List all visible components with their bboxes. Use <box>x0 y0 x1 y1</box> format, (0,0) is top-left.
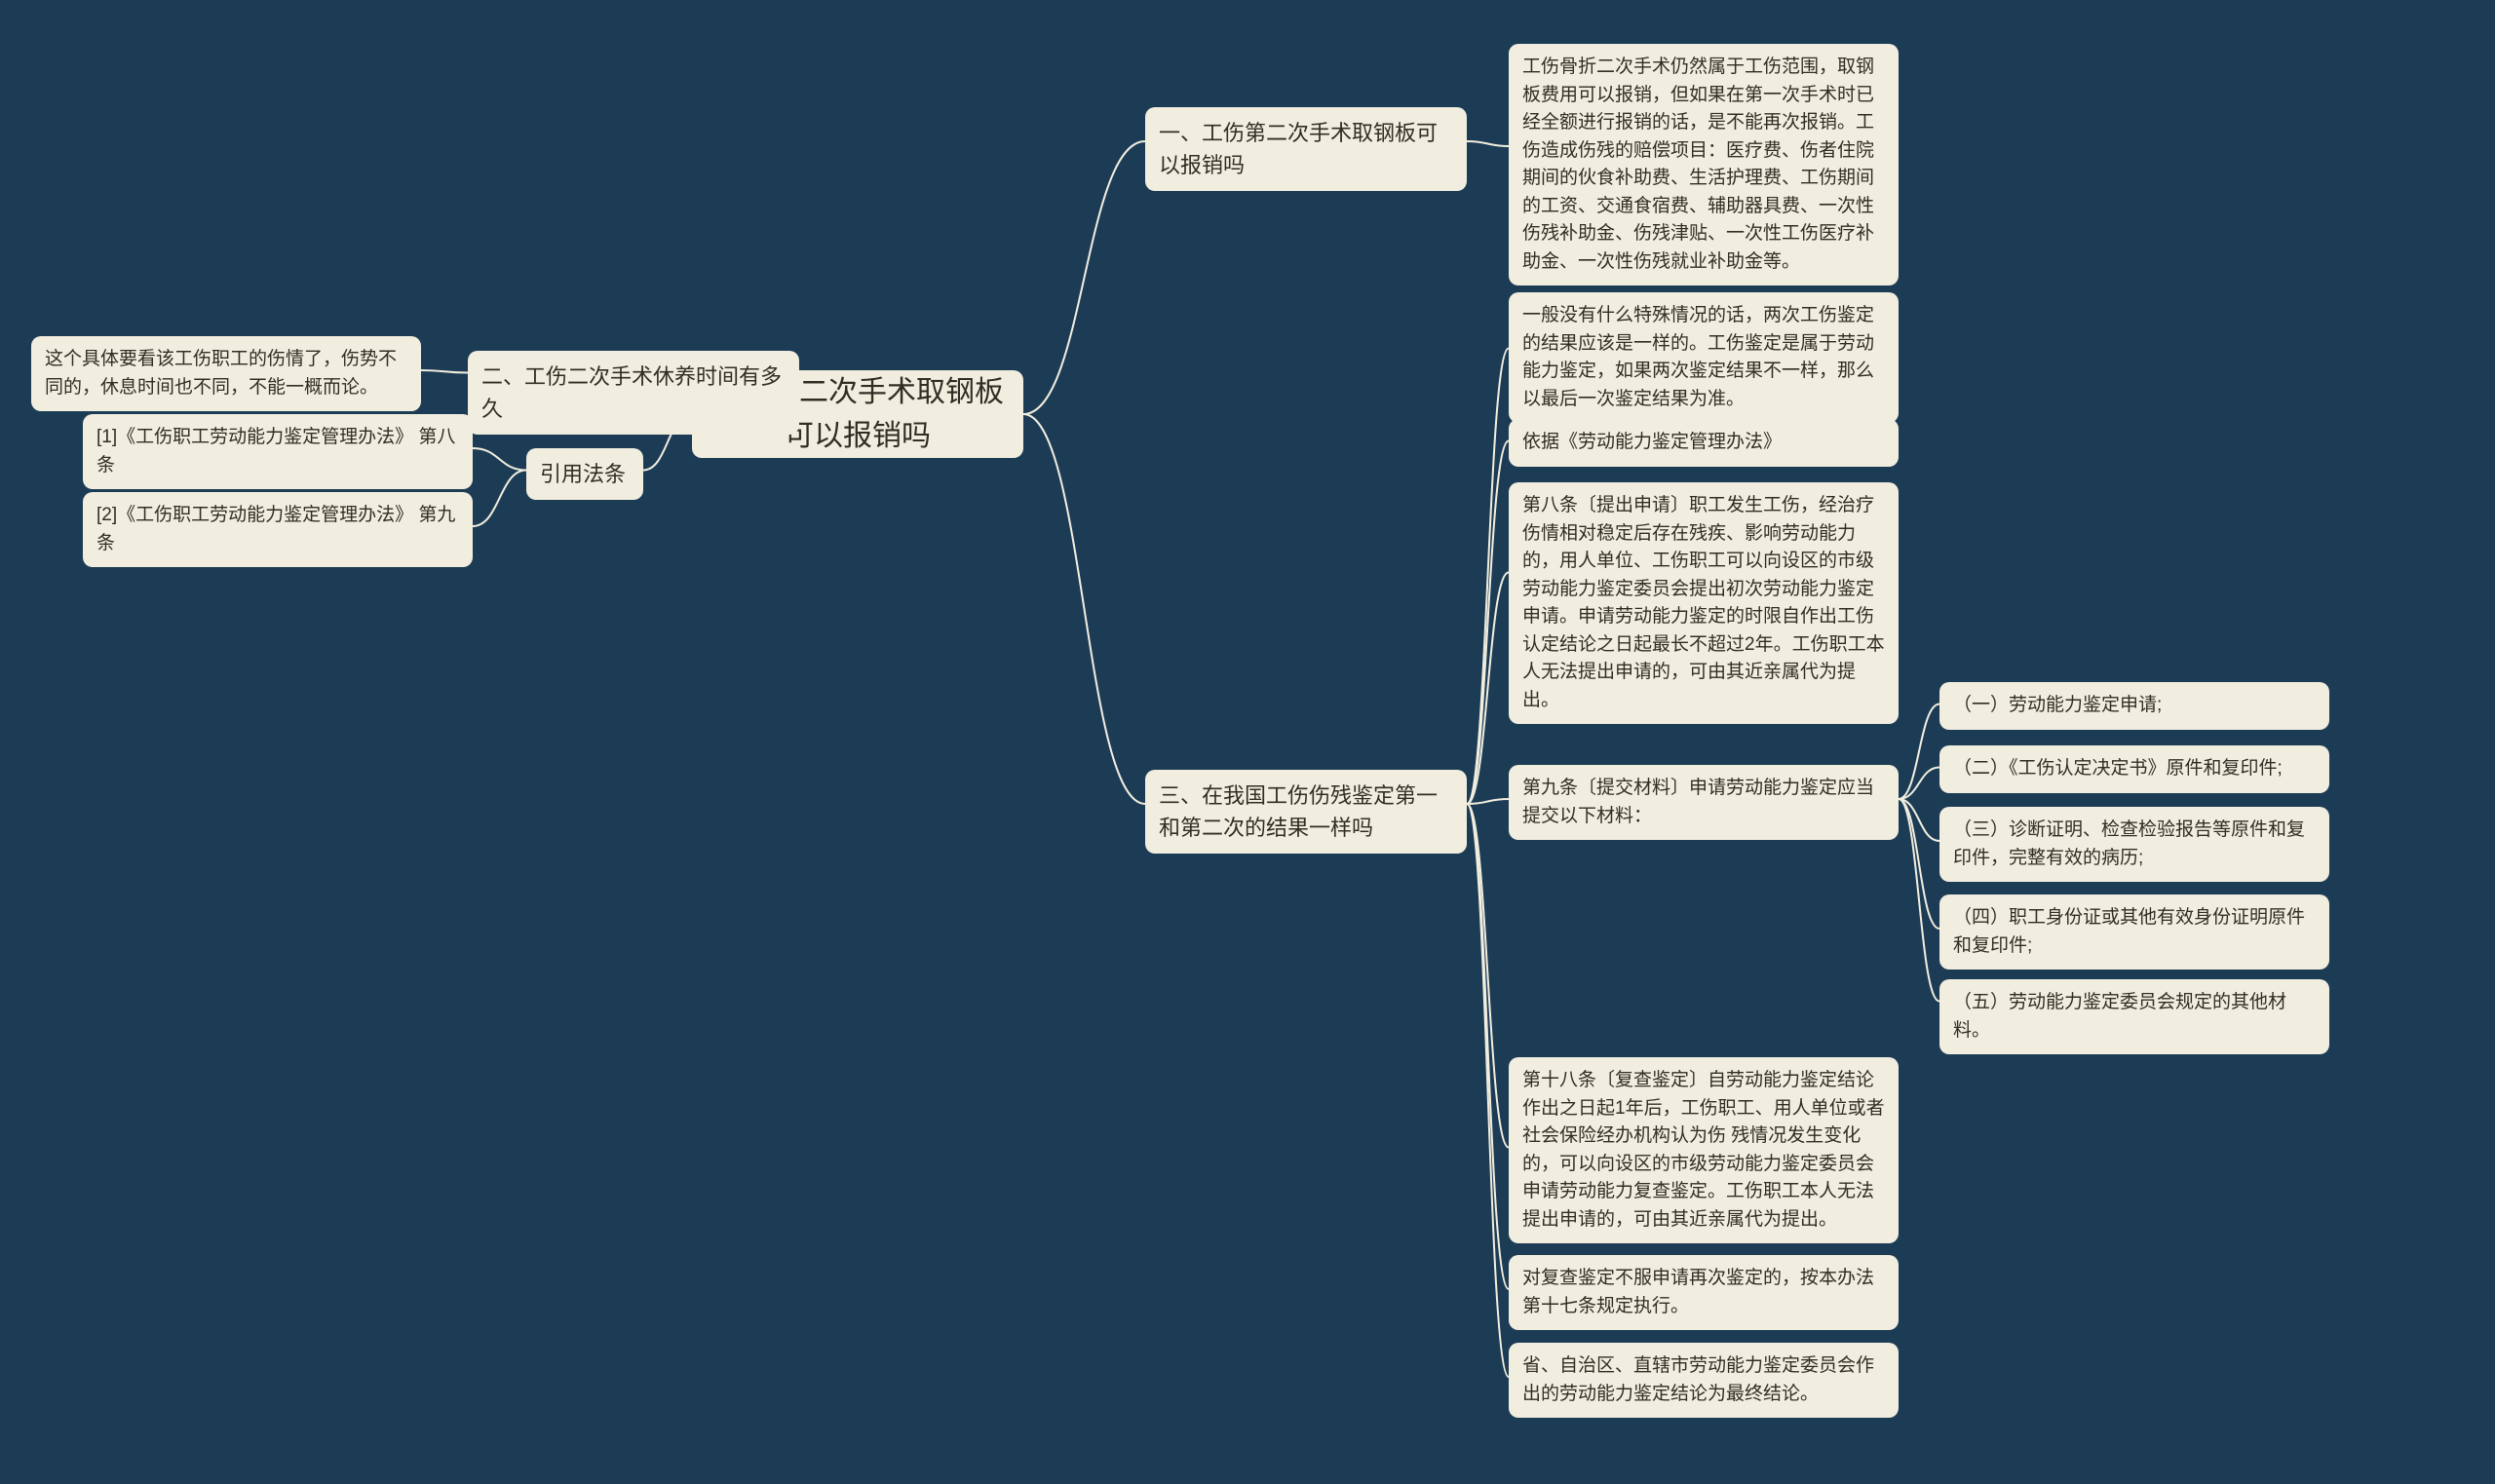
node-b4_1: 一般没有什么特殊情况的话，两次工伤鉴定的结果应该是一样的。工伤鉴定是属于劳动能力… <box>1509 292 1899 423</box>
node-b4_5: 第十八条〔复查鉴定〕自劳动能力鉴定结论作出之日起1年后，工伤职工、用人单位或者社… <box>1509 1057 1899 1243</box>
node-b4: 三、在我国工伤伤残鉴定第一和第二次的结果一样吗 <box>1145 770 1467 854</box>
node-b3_2: [2]《工伤职工劳动能力鉴定管理办法》 第九条 <box>83 492 473 567</box>
node-b4_4: 第九条〔提交材料〕申请劳动能力鉴定应当提交以下材料： <box>1509 765 1899 840</box>
node-b4_2: 依据《劳动能力鉴定管理办法》 <box>1509 419 1899 467</box>
node-b4_6: 对复查鉴定不服申请再次鉴定的，按本办法第十七条规定执行。 <box>1509 1255 1899 1330</box>
node-b1_1: 工伤骨折二次手术仍然属于工伤范围，取钢板费用可以报销，但如果在第一次手术时已经全… <box>1509 44 1899 285</box>
node-b2_1: 这个具体要看该工伤职工的伤情了，伤势不同的，休息时间也不同，不能一概而论。 <box>31 336 421 411</box>
node-b1: 一、工伤第二次手术取钢板可以报销吗 <box>1145 107 1467 191</box>
node-b2: 二、工伤二次手术休养时间有多久 <box>468 351 799 435</box>
node-b4_4_3: （三）诊断证明、检查检验报告等原件和复印件，完整有效的病历; <box>1939 807 2329 882</box>
node-b4_7: 省、自治区、直辖市劳动能力鉴定委员会作出的劳动能力鉴定结论为最终结论。 <box>1509 1343 1899 1418</box>
node-b3_1: [1]《工伤职工劳动能力鉴定管理办法》 第八条 <box>83 414 473 489</box>
canvas-background <box>0 0 2495 1484</box>
node-b3: 引用法条 <box>526 448 643 500</box>
node-b4_4_1: （一）劳动能力鉴定申请; <box>1939 682 2329 730</box>
node-b4_4_4: （四）职工身份证或其他有效身份证明原件和复印件; <box>1939 894 2329 970</box>
node-b4_3: 第八条〔提出申请〕职工发生工伤，经治疗伤情相对稳定后存在残疾、影响劳动能力的，用… <box>1509 482 1899 724</box>
node-b4_4_2: （二）《工伤认定决定书》原件和复印件; <box>1939 745 2329 793</box>
node-b4_4_5: （五）劳动能力鉴定委员会规定的其他材料。 <box>1939 979 2329 1054</box>
